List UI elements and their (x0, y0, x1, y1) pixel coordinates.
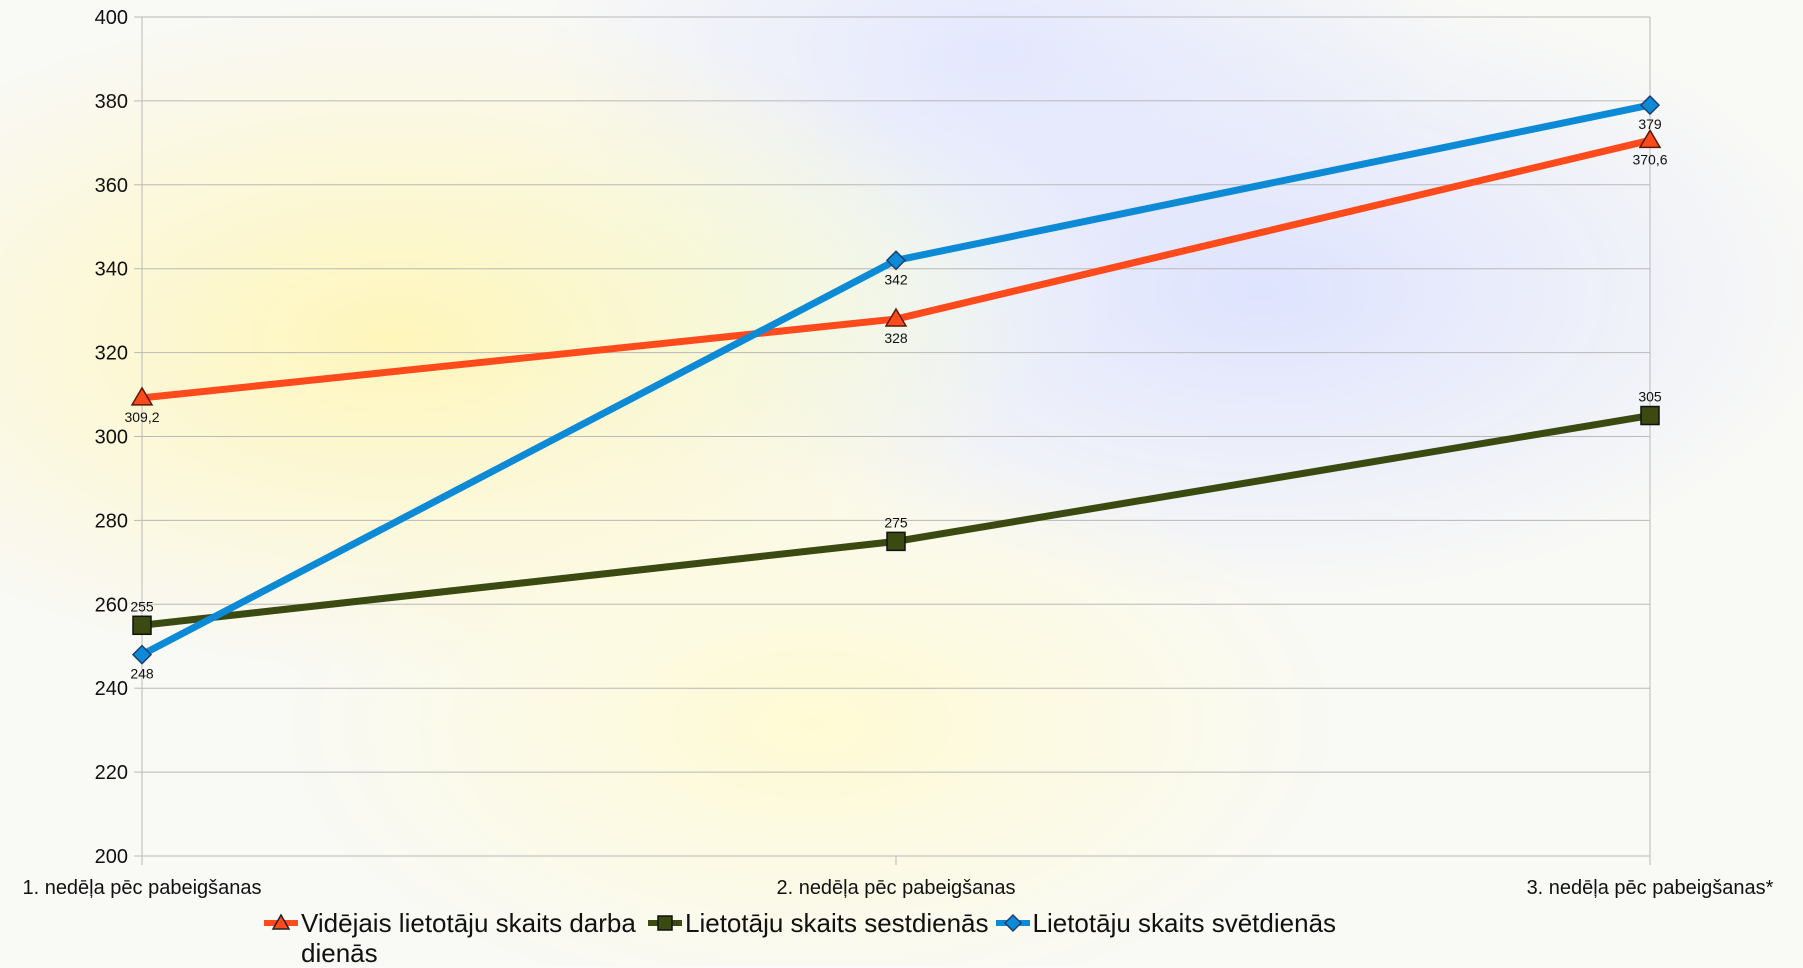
data-label: 275 (884, 514, 908, 530)
legend-item-saturdays: Lietotāju skaits sestdienās (647, 908, 989, 938)
legend-label-saturdays: Lietotāju skaits sestdienās (685, 908, 989, 938)
y-tick-label: 280 (95, 510, 128, 532)
x-tick-label: 1. nedēļa pēc pabeigšanas (22, 877, 261, 899)
marker-triangle (1638, 128, 1662, 149)
marker-triangle (130, 386, 154, 406)
triangle-icon (271, 913, 291, 930)
data-label: 255 (130, 598, 154, 614)
diamond-icon (1003, 913, 1022, 933)
y-axis-ticks: 200 220 240 260 280 300 320 340 360 380 400 (95, 7, 142, 868)
marker-square (1640, 405, 1660, 426)
legend-item-workdays: Vidējais lietotāju skaits darba dienās (263, 908, 641, 968)
marker-square (886, 531, 906, 552)
marker-triangle (884, 307, 908, 327)
gridlines (142, 16, 1650, 857)
y-tick-label: 360 (95, 175, 128, 197)
y-tick-label: 200 (95, 846, 128, 868)
y-tick-label: 220 (95, 762, 128, 784)
y-tick-label: 340 (95, 259, 128, 281)
x-tick-label: 2. nedēļa pēc pabeigšanas (776, 877, 1015, 899)
marker-square (132, 615, 152, 636)
marker-diamond (885, 250, 907, 271)
legend-swatch-saturdays (648, 915, 682, 931)
x-tick-label: 3. nedēļa pēc pabeigšanas* (1527, 877, 1774, 899)
x-axis-ticks: 1. nedēļa pēc pabeigšanas 2. nedēļa pēc p… (22, 856, 1774, 899)
data-label: 379 (1638, 116, 1662, 132)
data-label: 248 (130, 666, 154, 682)
series-markers (130, 95, 1662, 665)
marker-diamond (1639, 95, 1661, 116)
data-label: 328 (884, 330, 908, 346)
series-line-2 (138, 101, 1654, 659)
y-tick-label: 380 (95, 91, 128, 113)
data-label: 342 (884, 271, 908, 287)
y-tick-label: 260 (95, 594, 128, 616)
legend-label-sundays: Lietotāju skaits svētdienās (1032, 908, 1337, 938)
y-tick-label: 240 (95, 678, 128, 700)
data-label: 305 (1638, 389, 1662, 405)
legend-swatch-workdays (264, 913, 298, 930)
square-icon (657, 915, 673, 931)
legend-label-workdays: Vidējais lietotāju skaits darba dienās (301, 908, 636, 968)
data-label: 370,6 (1632, 151, 1667, 167)
legend-item-sundays: Lietotāju skaits svētdienās (995, 908, 1337, 938)
data-labels: 309,2 328 370,6 255 275 305 248 342 379 (124, 116, 1667, 682)
data-label: 309,2 (124, 409, 159, 425)
y-tick-label: 300 (95, 427, 128, 449)
legend: Vidējais lietotāju skaits darba dienās L… (263, 908, 1383, 968)
y-tick-label: 400 (95, 7, 128, 29)
y-tick-label: 320 (95, 343, 128, 365)
marker-diamond (131, 644, 153, 665)
series-lines (138, 101, 1654, 659)
legend-swatch-sundays (995, 913, 1030, 933)
